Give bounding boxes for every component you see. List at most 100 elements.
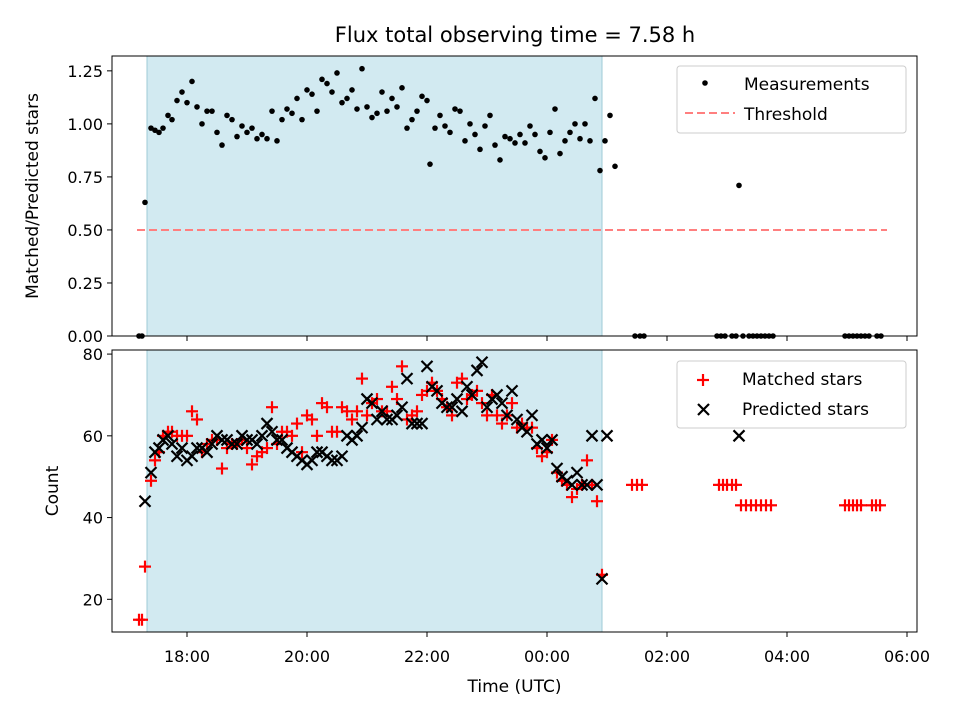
top-y-tick-label: 0.50 (67, 221, 103, 240)
bottom-y-tick-label: 40 (83, 509, 103, 528)
measurement-point (447, 129, 453, 136)
matched-star-point (286, 429, 298, 442)
measurement-point (394, 104, 400, 110)
predicted-star-point (365, 396, 379, 410)
predicted-star-point (225, 437, 239, 451)
measurement-point (199, 121, 205, 127)
measurement-point (532, 131, 538, 138)
matched-star-point (331, 425, 343, 438)
predicted-star-point (455, 405, 469, 418)
predicted-star-point (185, 449, 199, 463)
predicted-star-point (590, 478, 604, 492)
measurement-point (299, 116, 305, 123)
measurement-point (577, 135, 583, 142)
measurement-point (492, 142, 498, 148)
predicted-star-point (525, 409, 539, 422)
measurement-point (169, 116, 175, 123)
measurement-point (507, 135, 513, 142)
measurement-point (354, 106, 360, 112)
predicted-star-point (445, 400, 459, 414)
legend-predicted-label: Predicted stars (742, 400, 869, 420)
matched-star-point (246, 458, 258, 471)
predicted-star-point (205, 437, 219, 451)
predicted-star-point (440, 400, 454, 414)
predicted-star-point (465, 388, 479, 402)
bottom-y-axis-label: Count (43, 465, 63, 516)
predicted-star-point (580, 478, 594, 492)
measurement-point (592, 95, 598, 102)
matched-star-point (149, 454, 161, 467)
predicted-star-point (575, 478, 589, 492)
top-legend: Measurements Threshold (676, 65, 907, 134)
predicted-star-point (505, 384, 519, 398)
predicted-star-point (510, 413, 524, 426)
predicted-star-point (390, 409, 404, 422)
predicted-stars-points (138, 355, 746, 586)
predicted-star-point (138, 494, 152, 508)
measurement-point (612, 163, 618, 170)
predicted-star-point (250, 437, 264, 451)
measurement-point (204, 108, 210, 114)
predicted-star-point (585, 429, 599, 443)
predicted-star-point (415, 417, 429, 430)
measurement-point (142, 199, 148, 206)
measurement-point (174, 97, 180, 104)
predicted-star-point (405, 417, 419, 430)
predicted-star-point (355, 421, 369, 434)
matched-star-point (506, 397, 518, 410)
measurement-point (437, 112, 443, 119)
measurement-point (269, 108, 275, 114)
bottom-x-ticks: 18:00 20:00 22:00 00:00 02:00 04:00 06:00 (164, 632, 930, 666)
measurement-point (319, 76, 325, 83)
measurement-point (482, 123, 488, 129)
measurement-point (512, 140, 518, 146)
matched-star-point (311, 429, 323, 442)
predicted-star-point (475, 355, 489, 369)
bottom-legend: Matched stars Predicted stars (676, 360, 907, 429)
measurement-point (587, 138, 593, 144)
measurement-point (165, 112, 171, 119)
measurement-point (184, 99, 190, 106)
predicted-star-point (144, 466, 158, 479)
measurement-point (324, 80, 330, 87)
predicted-star-point (470, 364, 484, 377)
measurement-point (497, 157, 503, 163)
predicted-star-point (175, 441, 189, 455)
predicted-star-point (240, 433, 254, 447)
matched-star-point (356, 372, 368, 385)
matched-star-point (636, 478, 648, 491)
predicted-star-point (190, 441, 204, 455)
measurement-point (264, 135, 270, 142)
predicted-star-point (520, 425, 534, 439)
predicted-star-point (495, 396, 509, 410)
measurement-point (189, 78, 195, 85)
bottom-y-tick-label: 20 (83, 590, 103, 609)
matched-star-point (191, 413, 203, 426)
measurement-point (472, 131, 478, 138)
measurement-point (487, 112, 493, 119)
matched-star-point (186, 405, 198, 418)
bottom-axes-frame (111, 349, 918, 633)
legend-matched-marker (697, 374, 709, 386)
matched-star-point (566, 491, 578, 504)
predicted-star-point (370, 413, 384, 426)
predicted-star-point (410, 417, 424, 430)
bottom-y-tick-label: 80 (83, 345, 103, 364)
top-observing-span (146, 55, 603, 337)
legend-matched-label: Matched stars (742, 370, 862, 390)
matched-star-point (730, 478, 742, 491)
measurement-point (572, 121, 578, 127)
predicted-star-point (325, 454, 339, 467)
measurement-point (364, 104, 370, 110)
measurement-point (552, 106, 558, 112)
predicted-star-point (430, 384, 444, 398)
legend-measurements-label: Measurements (744, 75, 870, 95)
chart-title: Flux total observing time = 7.58 h (335, 23, 695, 47)
predicted-star-point (350, 429, 364, 443)
predicted-star-point (335, 449, 349, 463)
measurement-point (736, 182, 742, 189)
legend-predicted-marker (697, 403, 710, 416)
measurement-point (414, 108, 420, 114)
predicted-star-point (275, 433, 289, 447)
